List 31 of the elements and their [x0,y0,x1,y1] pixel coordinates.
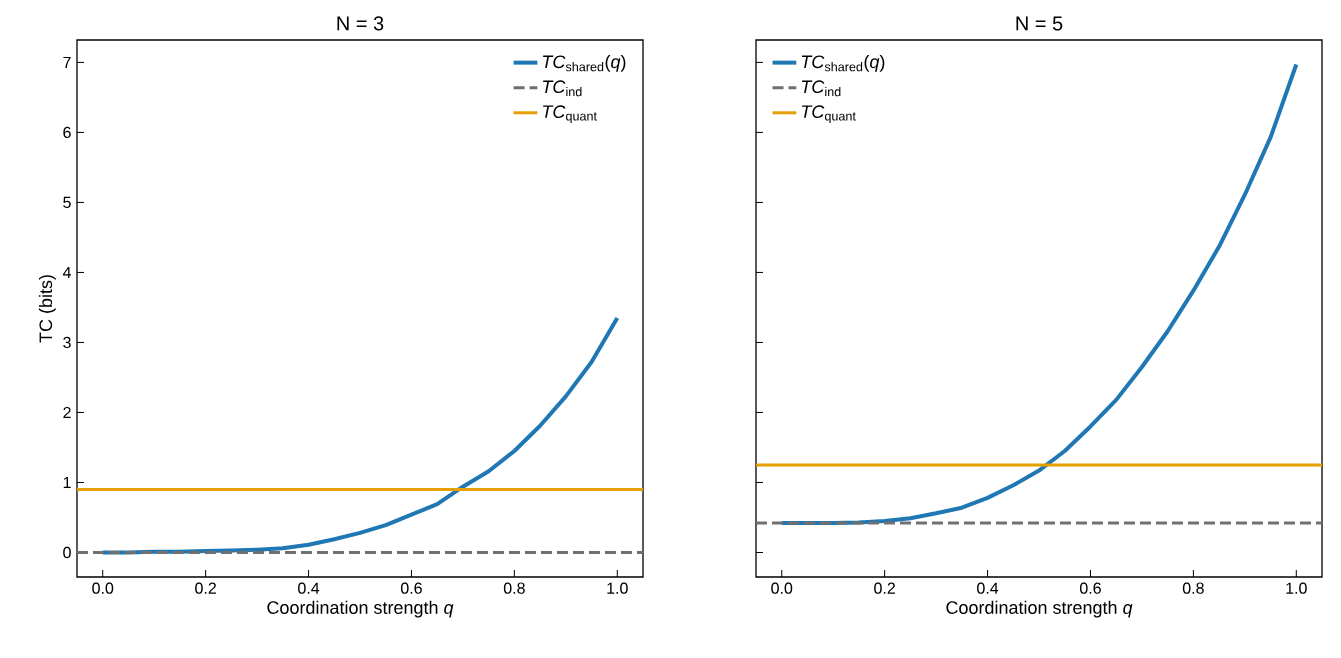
x-tick-label: 0.8 [1182,582,1204,594]
y-axis-title: TC (bits) [38,275,56,343]
x-tick-label: 0.0 [92,582,114,594]
legend-label: TC$_{shared}$(q) [543,54,626,72]
y-tick-label: 5 [63,196,71,209]
legend-label: TC$_{ind}$ [801,80,841,97]
x-tick-label: 0.6 [1079,582,1101,594]
y-tick-label: 7 [63,56,71,68]
x-tick-label: 0.4 [298,582,320,594]
y-tick-label: 3 [63,336,71,349]
x-axis-title: Coordination strength q [267,600,454,618]
x-tick-label: 0.2 [874,582,895,594]
legend-label: TC$_{quant}$ [543,105,597,124]
x-tick-label: 0.8 [503,582,525,594]
legend-label: TC$_{shared}$(q) [801,54,885,72]
x-tick-label: 1.0 [1286,582,1307,594]
y-tick-label: 4 [62,266,72,278]
x-tick-label: 0.0 [771,582,793,594]
y-tick-label: 0 [63,546,71,559]
y-tick-label: 2 [63,406,71,419]
chart-title: N = 5 [1016,16,1063,31]
legend-label: TC$_{quant}$ [801,105,856,124]
y-tick-label: 6 [63,126,71,139]
x-tick-label: 1.0 [607,582,628,594]
x-axis-title: Coordination strength q [946,600,1133,618]
chart-title: N = 3 [337,16,384,31]
x-tick-label: 0.4 [977,582,999,594]
x-tick-label: 0.6 [400,582,422,594]
legend-label: TC$_{ind}$ [543,80,582,97]
x-tick-label: 0.2 [195,582,216,594]
y-tick-label: 1 [63,476,71,488]
